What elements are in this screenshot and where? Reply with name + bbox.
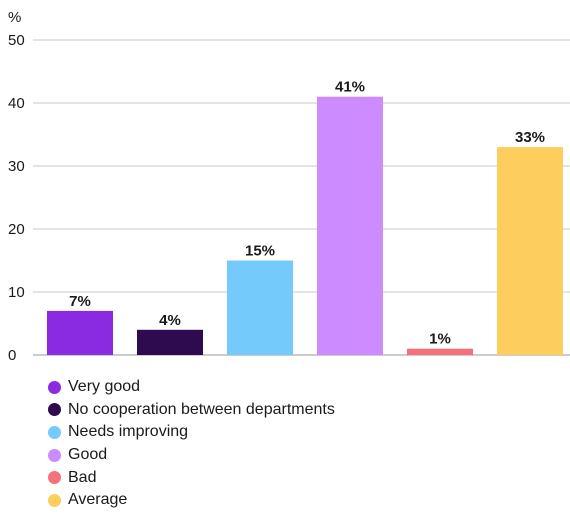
legend-swatch xyxy=(48,493,61,507)
bar xyxy=(317,96,383,355)
y-axis-tick-labels: 0 10 20 30 40 50 xyxy=(8,32,25,364)
legend-item: Average xyxy=(48,489,335,512)
legend-item: Bad xyxy=(48,466,335,489)
y-tick-label: 40 xyxy=(8,95,25,112)
y-tick-label: 20 xyxy=(8,221,25,238)
data-label: 1% xyxy=(429,331,451,348)
legend: Very good No cooperation between departme… xyxy=(48,376,335,512)
bar xyxy=(407,348,473,355)
data-label: 33% xyxy=(515,129,545,146)
bar xyxy=(47,310,113,355)
data-label: 15% xyxy=(245,243,275,260)
bar xyxy=(497,147,563,355)
bar xyxy=(227,260,293,355)
bars xyxy=(47,96,563,355)
legend-label: Needs improving xyxy=(68,423,189,441)
y-tick-label: 30 xyxy=(8,158,25,175)
legend-swatch xyxy=(48,471,61,485)
legend-label: Bad xyxy=(68,468,97,486)
bar xyxy=(137,329,203,355)
legend-item: No cooperation between departments xyxy=(48,399,335,422)
legend-swatch xyxy=(48,425,61,439)
legend-swatch xyxy=(48,448,61,462)
legend-label: Very good xyxy=(68,378,141,396)
y-tick-label: 50 xyxy=(8,32,25,49)
y-tick-label: 10 xyxy=(8,284,25,301)
legend-swatch xyxy=(48,403,61,417)
legend-swatch xyxy=(48,380,61,394)
legend-label: Good xyxy=(68,446,108,464)
data-labels: 7% 4% 15% 41% 1% 33% xyxy=(69,79,545,348)
data-label: 41% xyxy=(335,79,365,96)
legend-item: Needs improving xyxy=(48,421,335,444)
data-label: 4% xyxy=(159,312,181,329)
data-label: 7% xyxy=(69,293,91,310)
y-axis-unit-label: % xyxy=(8,9,21,26)
y-tick-label: 0 xyxy=(8,347,16,364)
gridlines xyxy=(33,39,570,356)
bar-chart: % 0 10 20 30 40 50 7% 4% 15% 41% 1% 33% xyxy=(8,9,570,364)
legend-item: Very good xyxy=(48,376,335,399)
legend-label: Average xyxy=(68,491,128,509)
legend-label: No cooperation between departments xyxy=(68,400,335,418)
legend-item: Good xyxy=(48,444,335,467)
